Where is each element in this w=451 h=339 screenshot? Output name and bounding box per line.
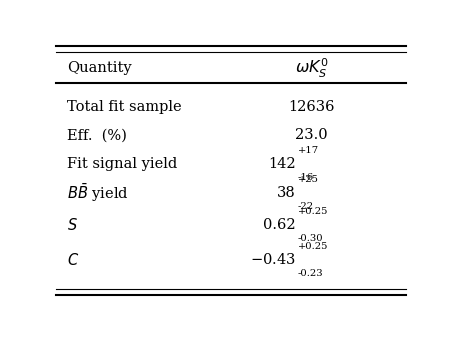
Text: +17: +17 <box>298 146 319 155</box>
Text: $B\bar{B}$ yield: $B\bar{B}$ yield <box>67 182 129 204</box>
Text: 38: 38 <box>277 185 296 200</box>
Text: 12636: 12636 <box>288 100 335 114</box>
Text: +25: +25 <box>298 175 318 183</box>
Text: $S$: $S$ <box>67 217 78 233</box>
Text: $C$: $C$ <box>67 252 79 268</box>
Text: Quantity: Quantity <box>67 61 132 75</box>
Text: $-$0.43: $-$0.43 <box>250 253 296 267</box>
Text: -22: -22 <box>298 202 314 211</box>
Text: Total fit sample: Total fit sample <box>67 100 181 114</box>
Text: +0.25: +0.25 <box>298 242 328 251</box>
Text: -0.23: -0.23 <box>298 269 323 278</box>
Text: 142: 142 <box>268 157 296 171</box>
Text: -0.30: -0.30 <box>298 234 323 243</box>
Text: $\omega K_S^0$: $\omega K_S^0$ <box>295 57 328 80</box>
Text: +0.25: +0.25 <box>298 207 328 216</box>
Text: Fit signal yield: Fit signal yield <box>67 157 177 171</box>
Text: 23.0: 23.0 <box>295 128 328 142</box>
Text: -16: -16 <box>298 173 314 182</box>
Text: 0.62: 0.62 <box>263 218 296 232</box>
Text: Eff.  (%): Eff. (%) <box>67 128 127 142</box>
